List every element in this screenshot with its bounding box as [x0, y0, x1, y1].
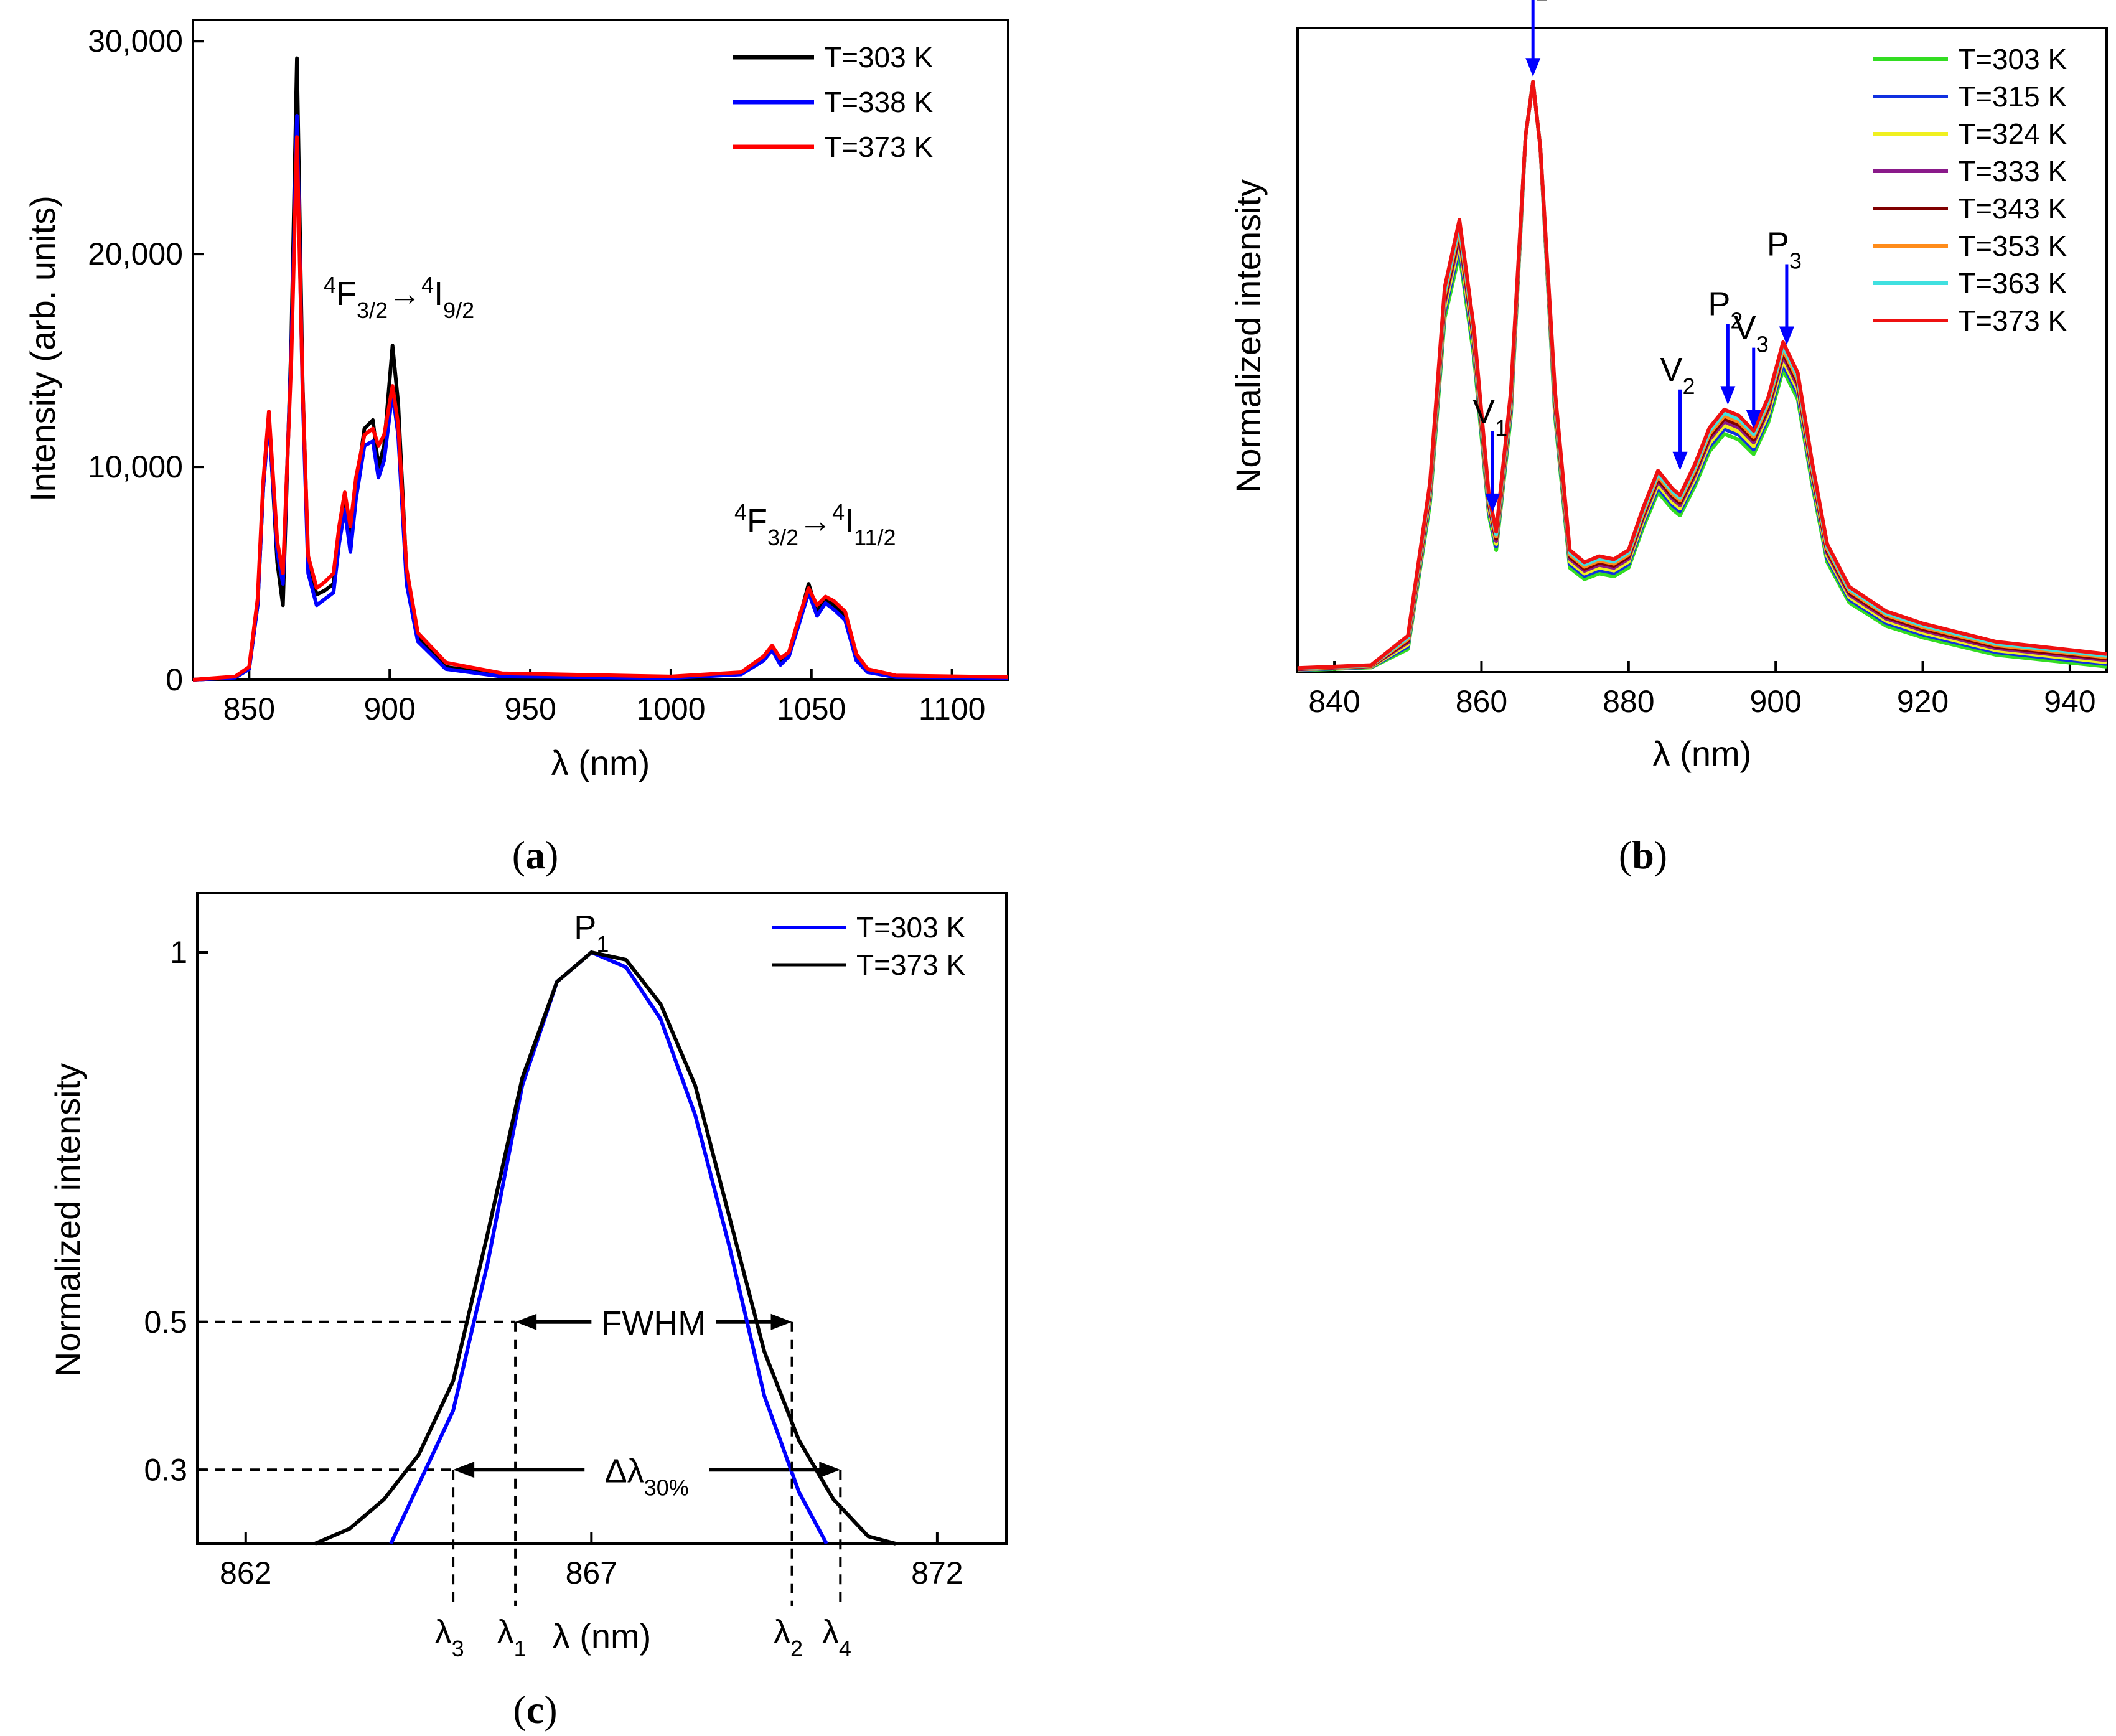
guide-arrow-head: [453, 1462, 475, 1478]
x-tick-label: 862: [220, 1555, 271, 1590]
series-line: [192, 113, 1009, 682]
panel-b-legend: T=303 K T=315 K T=324 K T=333 K T=343 K T=353…: [1873, 43, 2067, 337]
x-tick-label: 867: [566, 1555, 617, 1590]
wavelength-label: λ3: [435, 1613, 464, 1661]
panel-c-plot-frame: [196, 892, 1008, 1545]
x-tick-label: 1000: [636, 692, 705, 726]
y-tick-label: 1: [170, 935, 187, 970]
marker-arrow-head: [1485, 493, 1500, 512]
guide-arrow-head: [515, 1313, 537, 1330]
panel-c-x-axis-label: λ (nm): [553, 1616, 652, 1656]
marker-label: V1: [1472, 393, 1507, 441]
x-tick-label: 900: [363, 692, 415, 726]
legend-entry: T=303 K: [1958, 43, 2067, 75]
x-tick-label: 860: [1456, 684, 1507, 719]
marker-arrow-head: [1720, 386, 1736, 405]
x-tick-label: 850: [223, 692, 275, 726]
panel-a-y-axis-label: Intensity (arb. units): [23, 195, 62, 502]
x-tick-label: 840: [1308, 684, 1360, 719]
y-tick-label: 30,000: [88, 24, 183, 59]
y-tick-label: 0: [166, 662, 183, 697]
guide-arrow-head: [770, 1313, 792, 1330]
y-tick-label: 20,000: [88, 237, 183, 271]
x-tick-label: 1100: [919, 692, 986, 726]
panel-b-x-axis-label: λ (nm): [1653, 734, 1752, 773]
y-tick-label: 0.3: [144, 1452, 187, 1487]
x-tick-label: 920: [1897, 684, 1949, 719]
marker-arrow-head: [1779, 326, 1794, 345]
panel-c-caption: (c): [513, 1687, 557, 1732]
series-line: [1297, 80, 2107, 670]
p1-peak-label: P1: [574, 909, 609, 957]
x-tick-label: 1050: [777, 692, 846, 726]
panel-b-plot-frame: [1296, 27, 2108, 673]
x-tick-label: 950: [504, 692, 556, 726]
series-line: [314, 950, 896, 1546]
marker-label: P2: [1708, 285, 1743, 333]
legend-entry: T=363 K: [1958, 267, 2067, 299]
panel-a-legend: T=303 K T=338 K T=373 K: [733, 41, 933, 163]
wavelength-label: λ2: [774, 1613, 803, 1661]
marker-label: P1: [1513, 0, 1548, 5]
legend-entry: T=338 K: [824, 86, 933, 118]
guide-label: Δλ30%: [605, 1452, 689, 1500]
marker-arrow-head: [1525, 58, 1541, 77]
x-tick-label: 880: [1603, 684, 1654, 719]
panel-b-y-axis-label: Normalized intensity: [1229, 179, 1268, 493]
panel-a-x-axis-label: λ (nm): [551, 743, 650, 782]
legend-entry: T=333 K: [1958, 155, 2067, 187]
transition-label-4f-4i92: 4F3/2→4I9/2: [324, 272, 474, 323]
guide-label: FWHM: [601, 1305, 706, 1342]
marker-label: P3: [1767, 226, 1802, 274]
legend-entry: T=373 K: [856, 949, 965, 981]
legend-entry: T=373 K: [1958, 304, 2067, 337]
panel-b-caption: (b): [1619, 833, 1667, 877]
y-tick-label: 10,000: [88, 449, 183, 484]
panel-a-plot-frame: [192, 19, 1009, 681]
x-tick-label: 940: [2044, 684, 2095, 719]
x-tick-label: 872: [911, 1555, 963, 1590]
series-line: [389, 950, 828, 1545]
transition-label-4f-4i112: 4F3/2→4I11/2: [734, 499, 896, 550]
legend-entry: T=303 K: [856, 911, 965, 944]
series-line: [192, 135, 1009, 682]
legend-entry: T=303 K: [824, 41, 933, 73]
legend-entry: T=373 K: [824, 131, 933, 163]
wavelength-label: λ4: [822, 1613, 851, 1661]
x-tick-label: 900: [1749, 684, 1801, 719]
marker-arrow-head: [1746, 410, 1761, 429]
wavelength-label: λ1: [497, 1613, 527, 1661]
panel-a: 850 900 950 1000 1050 1100 0 10,000 20,000 30,00…: [23, 19, 1009, 877]
legend-entry: T=343 K: [1958, 192, 2067, 225]
guide-arrow-head: [819, 1462, 841, 1478]
panel-a-caption: (a): [512, 833, 559, 877]
legend-entry: T=324 K: [1958, 118, 2067, 150]
y-tick-label: 0.5: [144, 1305, 187, 1340]
marker-arrow-head: [1672, 451, 1688, 471]
legend-entry: T=353 K: [1958, 230, 2067, 262]
panel-c-y-axis-label: Normalized intensity: [48, 1063, 87, 1377]
marker-label: V2: [1660, 351, 1695, 399]
legend-entry: T=315 K: [1958, 80, 2067, 113]
panel-c-legend: T=303 K T=373 K: [772, 911, 965, 981]
marker-label: V3: [1734, 309, 1769, 357]
